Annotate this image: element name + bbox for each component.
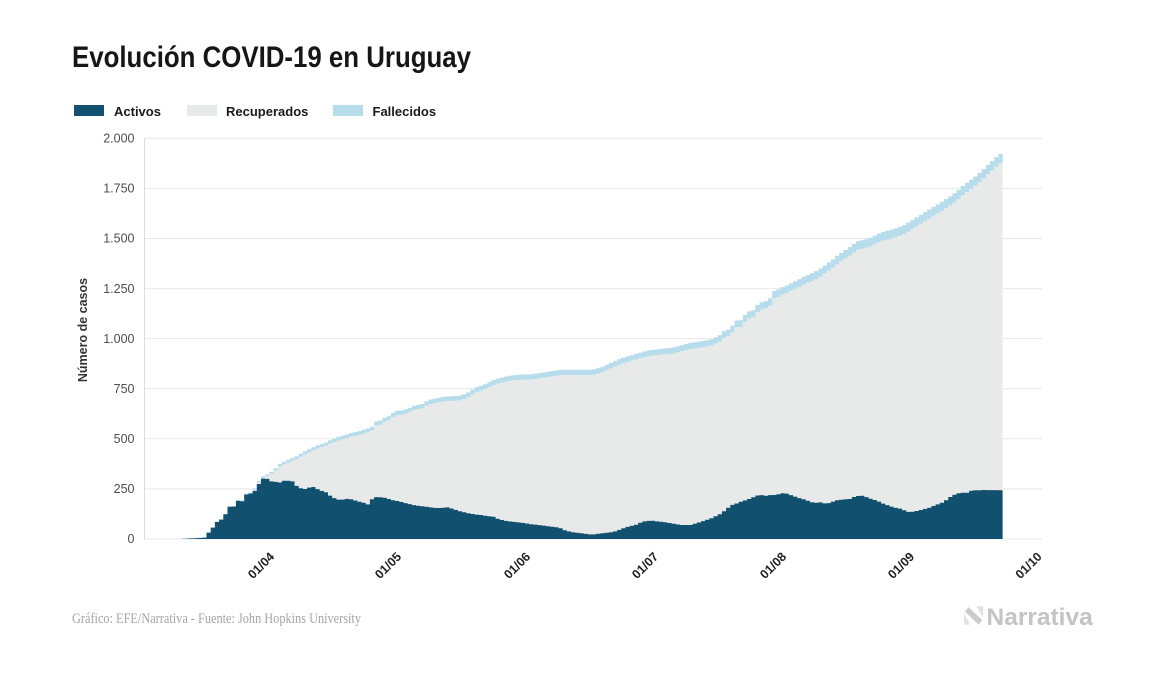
svg-text:2.000: 2.000 bbox=[103, 132, 134, 146]
svg-text:750: 750 bbox=[114, 382, 135, 396]
svg-text:01/06: 01/06 bbox=[501, 550, 533, 582]
svg-text:1.500: 1.500 bbox=[103, 232, 134, 246]
svg-text:0: 0 bbox=[128, 532, 135, 546]
svg-text:01/10: 01/10 bbox=[1013, 550, 1045, 582]
svg-text:01/08: 01/08 bbox=[757, 550, 789, 582]
svg-text:01/09: 01/09 bbox=[885, 550, 917, 582]
svg-text:1.750: 1.750 bbox=[103, 182, 134, 196]
svg-text:01/07: 01/07 bbox=[629, 550, 661, 582]
svg-text:Número de casos: Número de casos bbox=[76, 278, 90, 382]
svg-text:01/04: 01/04 bbox=[245, 550, 277, 582]
svg-text:1.000: 1.000 bbox=[103, 332, 134, 346]
svg-text:1.250: 1.250 bbox=[103, 282, 134, 296]
svg-text:500: 500 bbox=[114, 432, 135, 446]
svg-text:01/05: 01/05 bbox=[372, 550, 404, 582]
svg-text:250: 250 bbox=[114, 482, 135, 496]
